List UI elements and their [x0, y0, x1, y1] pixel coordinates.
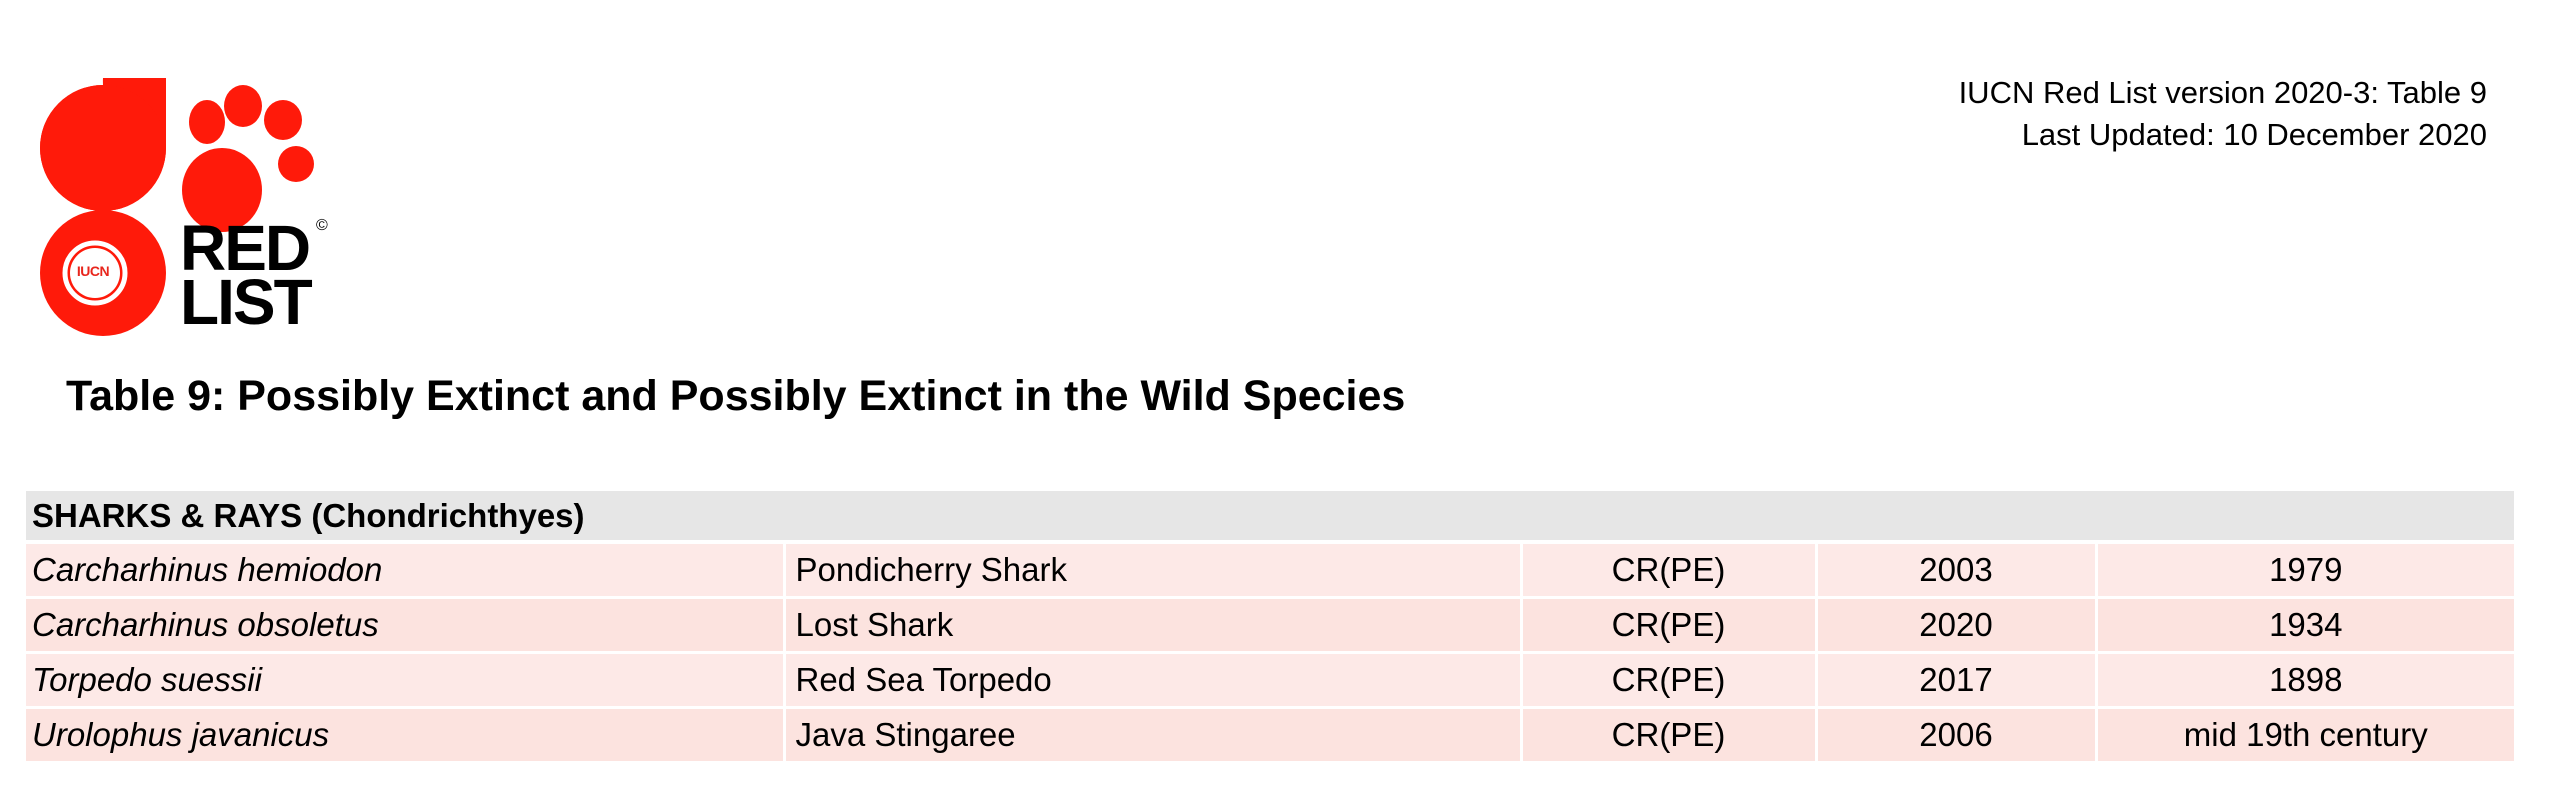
category-cell: CR(PE)	[1519, 597, 1816, 654]
logo-paw-toe	[278, 146, 314, 182]
scientific-name-cell: Urolophus javanicus	[26, 707, 784, 764]
logo-word-red: RED	[180, 212, 311, 284]
page-title: Table 9: Possibly Extinct and Possibly E…	[66, 372, 1406, 420]
last-record-cell: mid 19th century	[2094, 707, 2515, 764]
last-record-cell: 1934	[2094, 597, 2515, 654]
scientific-name-cell: Carcharhinus hemiodon	[26, 542, 784, 599]
logo-word-list: LIST	[180, 266, 313, 338]
iucn-red-list-logo: IUCN RED LIST ©	[40, 68, 340, 338]
table-row: Urolophus javanicus Java Stingaree CR(PE…	[26, 707, 2515, 764]
scientific-name-cell: Carcharhinus obsoletus	[26, 597, 784, 654]
logo-graphic	[40, 78, 314, 336]
scientific-name-cell: Torpedo suessii	[26, 652, 784, 709]
common-name-cell: Red Sea Torpedo	[782, 652, 1521, 709]
logo-paw-toe	[189, 100, 225, 144]
last-updated-line: Last Updated: 10 December 2020	[2021, 117, 2487, 152]
category-cell: CR(PE)	[1519, 542, 1816, 599]
category-cell: CR(PE)	[1519, 707, 1816, 764]
group-header-label: SHARKS & RAYS (Chondrichthyes)	[26, 491, 2515, 544]
common-name-cell: Lost Shark	[782, 597, 1521, 654]
common-name-cell: Pondicherry Shark	[782, 542, 1521, 599]
logo-badge-ring	[62, 240, 128, 306]
logo-badge-text: IUCN	[76, 263, 110, 279]
document-header-info: IUCN Red List version 2020-3: Table 9 La…	[1959, 72, 2487, 156]
species-table: SHARKS & RAYS (Chondrichthyes) Carcharhi…	[26, 491, 2515, 764]
logo-paw-toe	[224, 85, 262, 127]
assessment-year-cell: 2006	[1814, 707, 2096, 764]
last-record-cell: 1898	[2094, 652, 2515, 709]
logo-paw-toe	[264, 100, 302, 140]
logo-paw-pad	[182, 148, 262, 232]
version-line: IUCN Red List version 2020-3: Table 9	[1958, 75, 2487, 110]
table-row: Torpedo suessii Red Sea Torpedo CR(PE) 2…	[26, 652, 2515, 709]
logo-copyright-mark: ©	[316, 217, 328, 234]
table-row: Carcharhinus obsoletus Lost Shark CR(PE)…	[26, 597, 2515, 654]
assessment-year-cell: 2020	[1814, 597, 2096, 654]
logo-badge-inner	[70, 248, 120, 298]
last-record-cell: 1979	[2094, 542, 2515, 599]
logo-drop-body	[40, 85, 166, 211]
category-cell: CR(PE)	[1519, 652, 1816, 709]
assessment-year-cell: 2003	[1814, 542, 2096, 599]
group-header-row: SHARKS & RAYS (Chondrichthyes)	[26, 491, 2515, 544]
assessment-year-cell: 2017	[1814, 652, 2096, 709]
table-row: Carcharhinus hemiodon Pondicherry Shark …	[26, 542, 2515, 599]
common-name-cell: Java Stingaree	[782, 707, 1521, 764]
